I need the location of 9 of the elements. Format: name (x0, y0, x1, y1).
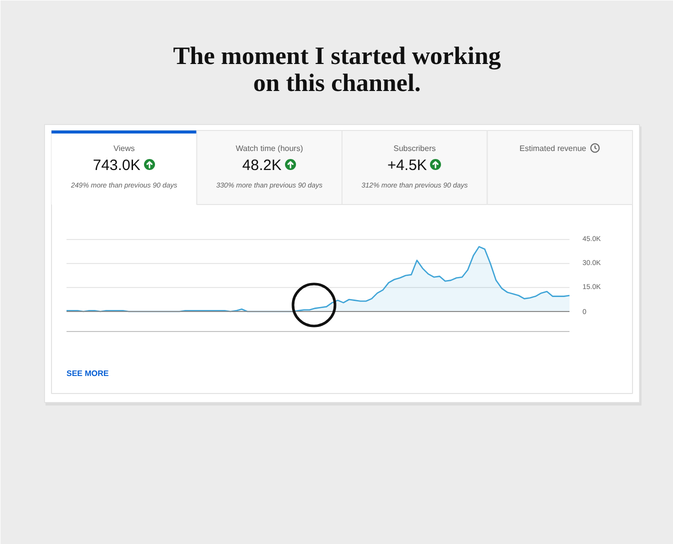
category-label: Views (114, 144, 135, 153)
text: 743.0K (92, 157, 140, 174)
text: +4.5K (387, 157, 427, 174)
category-label: Subscribers (394, 144, 436, 153)
text: SEE MORE (66, 369, 110, 378)
category-label: Estimated revenue (520, 144, 587, 153)
text: 48.2K (242, 157, 282, 174)
category-label: Watch time (hours) (236, 144, 304, 153)
text: The moment I started working on this channel. (173, 43, 502, 97)
